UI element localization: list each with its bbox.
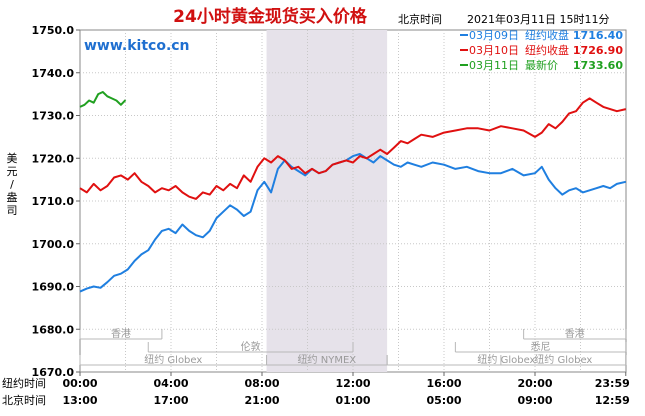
market-label: 纽约 Globex — [477, 353, 535, 366]
y-unit-char: 盎 — [7, 190, 18, 204]
x-tick-label-ny: 12:00 — [335, 377, 370, 390]
y-unit-label: 美元/盎司 — [7, 152, 18, 217]
x-tick-label-bj: 05:00 — [426, 394, 461, 407]
x-tick-label-ny: 04:00 — [153, 377, 188, 390]
y-unit-char: 司 — [7, 204, 18, 217]
legend-value: 1733.60 — [573, 59, 623, 72]
market-label: 悉尼 — [531, 341, 551, 353]
legend-kind: 纽约收盘 — [525, 28, 569, 42]
y-tick-label: 1680.0 — [32, 323, 75, 336]
x-tick-label-ny: 23:59 — [595, 377, 630, 390]
x-tick-label-ny: 20:00 — [517, 377, 552, 390]
market-label: 香港 — [111, 328, 131, 340]
y-tick-label: 1690.0 — [32, 281, 75, 294]
timestamp: 2021年03月11日 15时11分 — [467, 12, 609, 26]
x-tick-label-bj: 01:00 — [335, 394, 370, 407]
y-tick-label: 1740.0 — [32, 67, 75, 80]
x-tick-label-ny: 16:00 — [426, 377, 461, 390]
x-tick-label-ny: 08:00 — [244, 377, 279, 390]
legend: 03月09日 纽约收盘 1716.40 03月10日 纽约收盘 1726.90 03月11日… — [460, 28, 623, 72]
y-tick-label: 1720.0 — [32, 152, 75, 165]
timezone-label: 北京时间 — [398, 12, 442, 26]
x-tick-label-bj: 09:00 — [517, 394, 552, 407]
x-tick-label-bj: 21:00 — [244, 394, 279, 407]
series-line — [79, 91, 127, 108]
x-tick-label-ny: 00:00 — [62, 377, 97, 390]
market-label: 纽约 NYMEX — [298, 353, 357, 366]
y-unit-char: / — [10, 178, 14, 191]
market-label: 伦敦 — [241, 340, 261, 353]
y-tick-label: 1710.0 — [32, 195, 75, 208]
market-label: 纽约 Globex — [534, 353, 592, 366]
legend-date: 03月09日 — [469, 29, 519, 42]
chart-title: 24小时黄金现货买入价格 — [173, 6, 368, 27]
y-tick-label: 1670.0 — [32, 366, 75, 379]
legend-kind: 纽约收盘 — [525, 43, 569, 57]
market-label: 纽约 Globex — [144, 353, 202, 366]
legend-value: 1726.90 — [573, 44, 623, 57]
y-tick-label: 1700.0 — [32, 238, 75, 251]
x-tick-label-bj: 17:00 — [153, 394, 188, 407]
y-tick-label: 1750.0 — [32, 24, 75, 37]
market-label: 香港 — [565, 328, 585, 340]
watermark-url: www.kitco.cn — [84, 38, 190, 54]
legend-date: 03月11日 — [469, 59, 519, 72]
y-unit-char: 美 — [7, 152, 18, 165]
y-unit-char: 元 — [7, 165, 18, 178]
legend-value: 1716.40 — [573, 29, 623, 42]
legend-date: 03月10日 — [469, 44, 519, 57]
x-tick-label-bj: 13:00 — [62, 394, 97, 407]
y-tick-label: 1730.0 — [32, 110, 75, 123]
x-tick-label-bj: 12:59 — [595, 394, 630, 407]
legend-kind: 最新价 — [525, 58, 558, 72]
series-line — [79, 97, 627, 200]
ny-time-row-label: 纽约时间 — [2, 376, 46, 390]
bj-time-row-label: 北京时间 — [2, 393, 46, 407]
